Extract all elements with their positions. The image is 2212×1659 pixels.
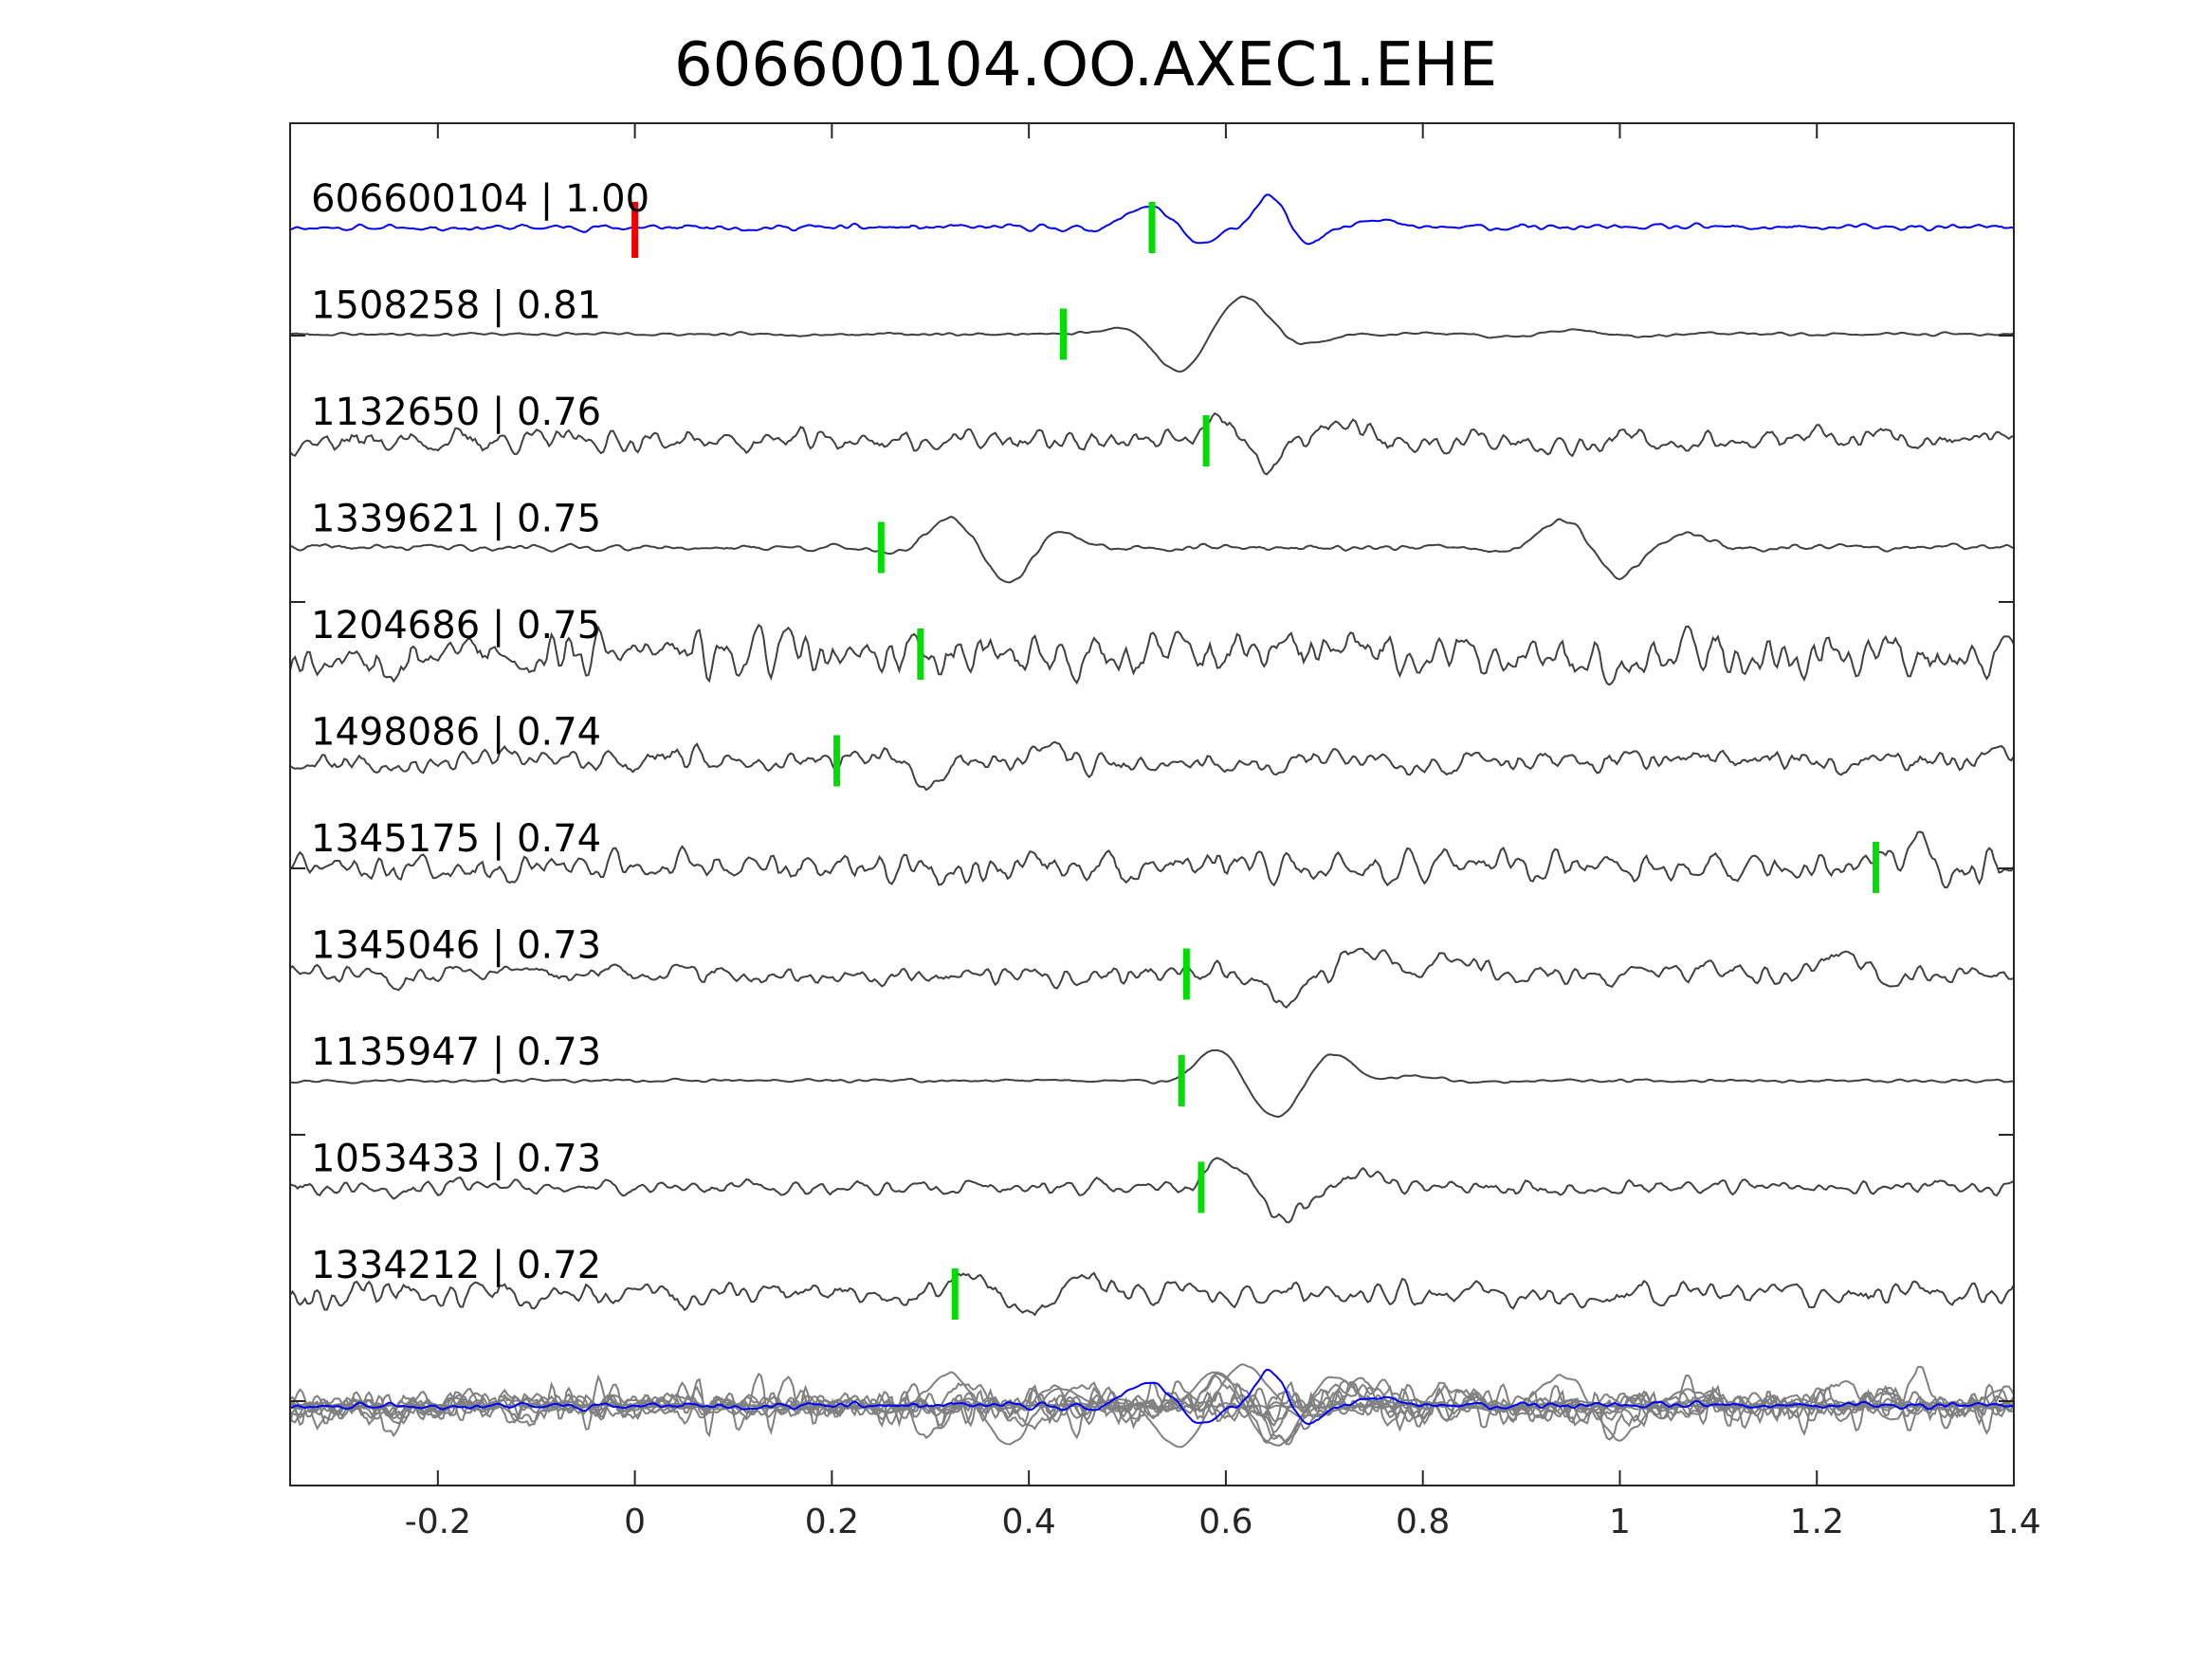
template-trace-line (289, 947, 2015, 1009)
x-tick-label: 0.4 (1002, 1503, 1056, 1541)
template-trace-line (289, 623, 2015, 686)
chart-title: 606600104.OO.AXEC1.EHE (674, 30, 1497, 100)
stack-reference-line (289, 1368, 2015, 1426)
traces-layer (289, 193, 2015, 1317)
template-trace-line (289, 740, 2015, 792)
trace-label: 1339621 | 0.75 (311, 498, 601, 541)
x-tick-label: 0.6 (1198, 1503, 1252, 1541)
trace-label: 1334212 | 0.72 (311, 1244, 601, 1287)
template-trace-line (289, 1157, 2015, 1224)
trace-label: 1132650 | 0.76 (311, 391, 601, 434)
x-tick-label: 0.2 (805, 1503, 859, 1541)
ticks-layer: -0.2 0 0.2 0.4 0.6 0.8 1 1.2 1.4 (290, 123, 2041, 1541)
stack-series-line (289, 1381, 2015, 1431)
stack-layer (289, 1363, 2015, 1449)
trace-label: 1345175 | 0.74 (311, 817, 601, 861)
x-tick-label: 1.2 (1790, 1503, 1844, 1541)
template-trace-line (289, 830, 2015, 889)
trace-label: 606600104 | 1.00 (311, 177, 649, 221)
x-tick-label: 0.8 (1396, 1503, 1450, 1541)
plot-frame (289, 122, 2015, 1486)
stack-series-line (289, 1372, 2015, 1446)
trace-label: 1498086 | 0.74 (311, 711, 601, 755)
trace-label: 1204686 | 0.75 (311, 604, 601, 647)
picks-layer (631, 202, 1880, 1320)
trace-label: 1135947 | 0.73 (311, 1030, 601, 1074)
template-trace-line (289, 411, 2015, 476)
x-tick-label: 1 (1609, 1503, 1631, 1541)
template-trace-line (289, 1048, 2015, 1119)
trace-label: 1508258 | 0.81 (311, 284, 601, 328)
x-tick-label: 0 (624, 1503, 646, 1541)
trace-label: 1345046 | 0.73 (311, 924, 601, 968)
labels-layer: 606600104 | 1.00 1508258 | 0.81 1132650 | … (311, 177, 649, 1287)
template-trace-line (289, 515, 2015, 584)
x-tick-label: 1.4 (1986, 1503, 2040, 1541)
x-tick-label: -0.2 (405, 1503, 471, 1541)
trace-label: 1053433 | 0.73 (311, 1138, 601, 1181)
template-trace-line (289, 1271, 2015, 1317)
template-trace-line (289, 295, 2015, 374)
stack-series-line (289, 1365, 2015, 1430)
